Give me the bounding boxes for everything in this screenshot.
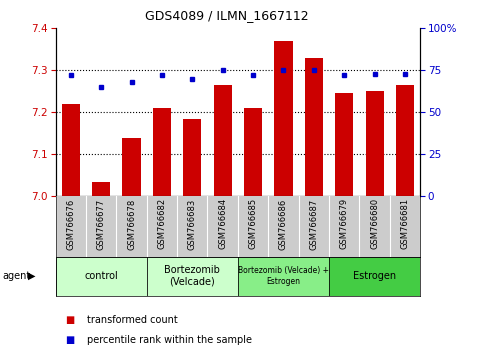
Bar	[238, 257, 329, 296]
Bar	[329, 257, 420, 296]
Text: ■: ■	[65, 315, 74, 325]
Bar	[366, 91, 384, 196]
Text: GSM766678: GSM766678	[127, 198, 136, 250]
Bar	[183, 119, 201, 196]
Bar	[92, 182, 110, 196]
Text: percentile rank within the sample: percentile rank within the sample	[87, 335, 252, 345]
Text: agent: agent	[2, 271, 30, 281]
Bar	[396, 85, 414, 196]
Bar	[213, 85, 232, 196]
Bar	[147, 257, 238, 296]
Text: GSM766685: GSM766685	[249, 198, 257, 250]
Text: Estrogen: Estrogen	[353, 271, 396, 281]
Text: transformed count: transformed count	[87, 315, 178, 325]
Text: Bortezomib
(Velcade): Bortezomib (Velcade)	[164, 265, 220, 287]
Text: ■: ■	[65, 335, 74, 345]
Text: GSM766684: GSM766684	[218, 198, 227, 250]
Text: GSM766680: GSM766680	[370, 198, 379, 250]
Text: Bortezomib (Velcade) +
Estrogen: Bortezomib (Velcade) + Estrogen	[238, 267, 329, 286]
Bar	[305, 58, 323, 196]
Text: control: control	[84, 271, 118, 281]
Text: ▶: ▶	[28, 271, 36, 281]
Text: GSM766677: GSM766677	[97, 198, 106, 250]
Bar	[244, 108, 262, 196]
Text: GSM766679: GSM766679	[340, 198, 349, 250]
Bar	[122, 138, 141, 196]
Bar	[335, 93, 354, 196]
Bar	[62, 104, 80, 196]
Text: GSM766686: GSM766686	[279, 198, 288, 250]
Bar	[274, 41, 293, 196]
Bar	[56, 257, 147, 296]
Bar	[153, 108, 171, 196]
Text: GSM766682: GSM766682	[157, 198, 167, 250]
Text: GDS4089 / ILMN_1667112: GDS4089 / ILMN_1667112	[145, 9, 309, 22]
Text: GSM766676: GSM766676	[66, 198, 75, 250]
Text: GSM766681: GSM766681	[400, 198, 410, 250]
Text: GSM766687: GSM766687	[309, 198, 318, 250]
Text: GSM766683: GSM766683	[188, 198, 197, 250]
